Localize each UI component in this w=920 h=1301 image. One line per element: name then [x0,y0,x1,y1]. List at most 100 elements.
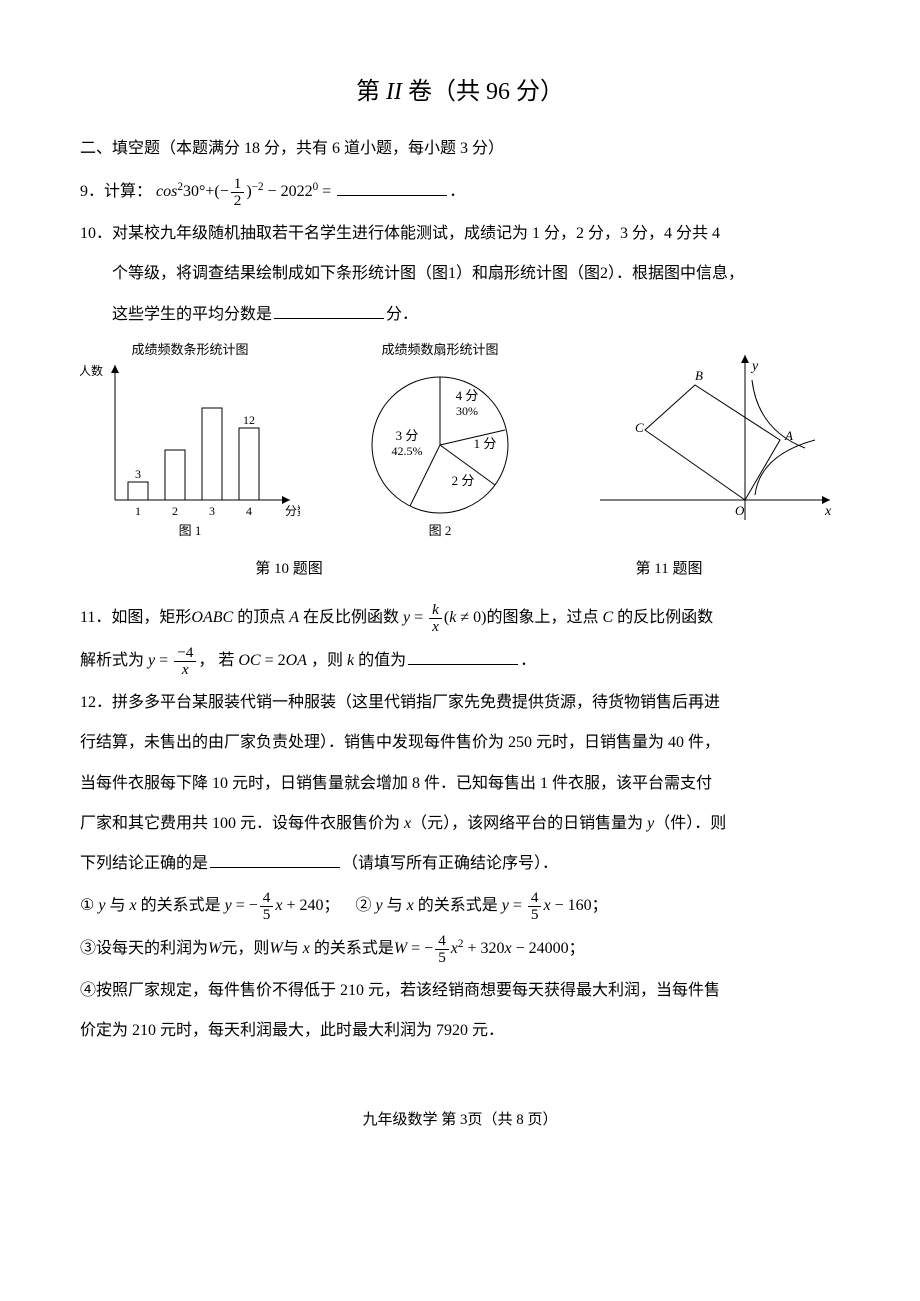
o2-m2: 的关系式是 [414,897,502,914]
blank-q9[interactable] [337,178,447,197]
q9-frac-den: 2 [231,193,245,209]
caption-left: 第 10 题图 [80,555,498,584]
q9-30: 30°+ [183,183,214,200]
bar-ylabel: 人数 [80,363,103,378]
q11a-eq: = [410,609,427,626]
pie-l2: 2 分 [452,473,475,488]
o3-w3: W [394,940,407,957]
pie-chart: 成绩频数扇形统计图 4 分 30% 1 分 2 分 3 分 42.5% 图 2 [345,340,535,551]
q11b-num: −4 [174,645,196,662]
q11b-k: k [347,652,354,669]
option-1-2: ① y 与 x 的关系式是 y = −45x + 240； ② y 与 x 的关… [80,890,840,923]
q12d-pre: 厂家和其它费用共 100 元．设每件衣服售价为 [80,815,404,832]
o3-d: 5 [435,950,449,966]
q11a-paren: ≠ 0) [456,609,486,626]
xy-origin: O [735,503,745,518]
page-footer: 九年级数学 第 3页（共 8 页） [80,1106,840,1135]
q11a-C: C [602,609,613,626]
o1-n: 4 [260,890,274,907]
o2-x2: x [543,897,550,914]
o2-eq: = [509,897,526,914]
pie-l3p: 42.5% [392,444,423,458]
title-suffix: 卷（共 96 分） [408,79,564,105]
page-title: 第 II 卷（共 96 分） [80,70,840,116]
title-roman: II [386,79,402,105]
q11a-A: A [289,609,299,626]
q11b-suf: ． [520,652,536,669]
o3-x2: x [451,940,458,957]
o2-d: 5 [528,907,542,923]
blank-q10[interactable] [274,300,384,319]
o3-n: 4 [435,933,449,950]
title-prefix: 第 [356,79,380,105]
pie-l4: 4 分 [456,388,479,403]
bar-x3: 3 [209,504,215,518]
o3-w: W [208,940,221,957]
q11b-pre: 解析式为 [80,652,148,669]
q11a-pre: 11．如图，矩形 [80,609,191,626]
o1-m2: 的关系式是 [137,897,225,914]
o3-w2: W [269,940,282,957]
q10c-suf: 分． [386,306,418,323]
o3-d2: − 24000 [512,940,569,957]
q11a-oabc: OABC [191,609,233,626]
pie-l4p: 30% [456,404,478,418]
q11a-m3: 的图象上，过点 [486,609,602,626]
xy-C: C [635,420,644,435]
question-9: 9．计算： cos230°+(−12)−2 − 20220 = ． [80,176,840,209]
q10c-pre: 这些学生的平均分数是 [112,306,272,323]
q11b-den: x [174,662,196,678]
question-12-line5: 下列结论正确的是（请填写所有正确结论序号）． [80,849,840,879]
question-11-line1: 11．如图，矩形OABC 的顶点 A 在反比例函数 y = kx(k ≠ 0)的… [80,602,840,635]
q11a-m4: 的反比例函数 [613,609,713,626]
pie-l1: 1 分 [474,436,497,451]
pie-l3: 3 分 [396,428,419,443]
o2-c: − 160 [551,897,592,914]
blank-q12[interactable] [210,850,340,869]
q11b-oa: OA [286,652,307,669]
q9-eq: = [318,183,335,200]
q11a-m1: 的顶点 [233,609,289,626]
o3-suf: ； [569,940,585,957]
q9-exp: −2 [252,181,264,193]
o3-eq: = − [407,940,433,957]
q12e-pre: 下列结论正确的是 [80,855,208,872]
q9-mid: − 2022 [264,183,313,200]
bar-title: 成绩频数条形统计图 [131,342,248,357]
blank-q11[interactable] [408,646,518,665]
q9-cos: cos [156,183,177,200]
o3-c: + 320 [464,940,505,957]
xy-svg: y x O A B C [580,340,840,540]
question-10-line3: 这些学生的平均分数是 分． [80,300,840,330]
q11a-m2: 在反比例函数 [299,609,403,626]
q11b-m3: 的值为 [354,652,406,669]
q9-period: ． [449,183,465,200]
o1-x: x [129,897,136,914]
bar-label-4: 12 [243,413,255,427]
o3-x: x [303,940,310,957]
o2-y2: y [502,897,509,914]
caption-right: 第 11 题图 [498,555,840,584]
option-4b: 价定为 210 元时，每天利润最大，此时最大利润为 7920 元． [80,1016,840,1046]
xy-B: B [695,368,703,383]
o2-suf: ； [592,897,608,914]
o3-m3: 的关系式是 [310,940,394,957]
q11b-m2: ，则 [307,652,347,669]
pie-title: 成绩频数扇形统计图 [381,342,498,357]
q9-frac-num: 1 [231,176,245,193]
o3-m2: 与 [283,940,303,957]
bar-x2: 2 [172,504,178,518]
question-12-line4: 厂家和其它费用共 100 元．设每件衣服售价为 x（元），该网络平台的日销售量为… [80,809,840,839]
xy-figure: y x O A B C [580,340,840,551]
figure-row: 成绩频数条形统计图 人数 分数 3 12 1 2 3 4 图 1 成绩频数扇形统… [80,340,840,551]
bar-x1: 1 [135,504,141,518]
bar-sub: 图 1 [179,523,202,538]
q12d-mid: （元），该网络平台的日销售量为 [411,815,647,832]
question-11-line2: 解析式为 y = −4x， 若 OC = 2OA ，则 k 的值为． [80,645,840,678]
q9-label: 9．计算： [80,183,152,200]
xy-ylabel: y [750,359,759,374]
question-12-line2: 行结算，未售出的由厂家负责处理）．销售中发现每件售价为 250 元时，日销售量为… [80,728,840,758]
bar-chart-svg: 成绩频数条形统计图 人数 分数 3 12 1 2 3 4 图 1 [80,340,300,540]
q11b-oc: OC [238,652,260,669]
bar-xlabel: 分数 [285,503,300,518]
